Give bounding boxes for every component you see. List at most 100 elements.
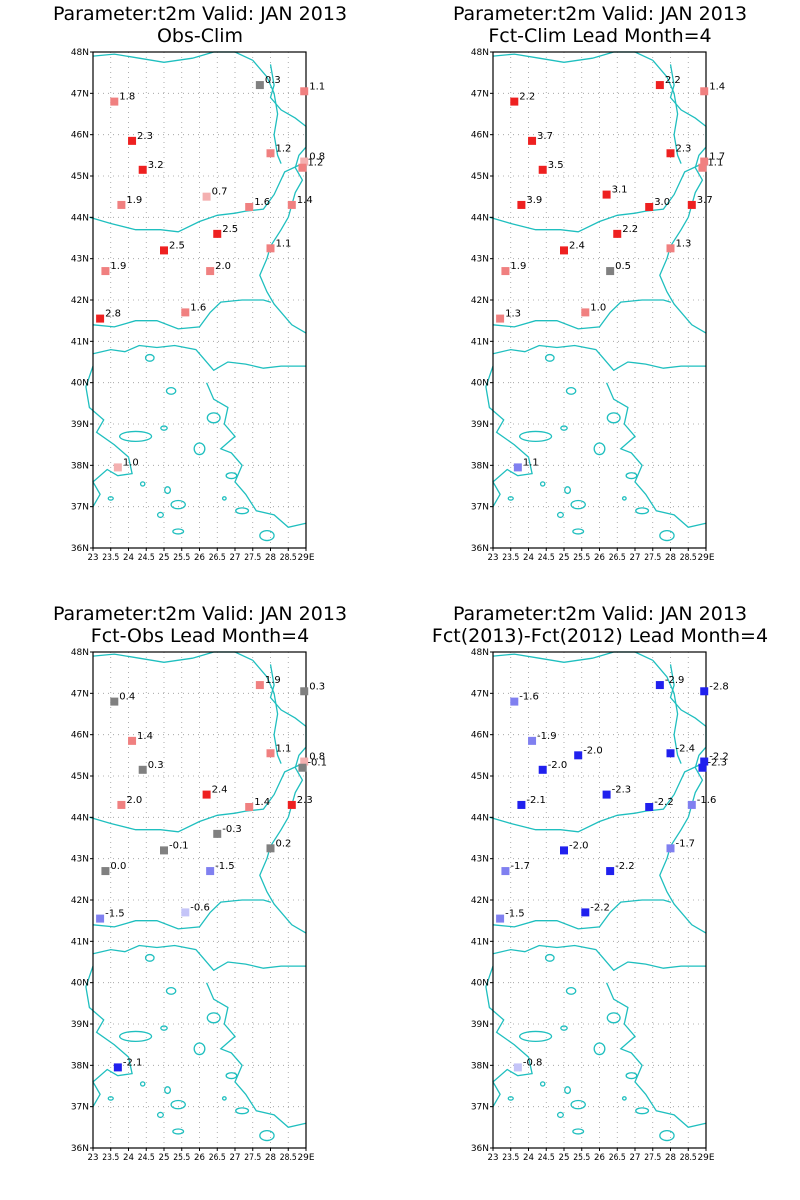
map-figure: Parameter:t2m Valid: JAN 2013 Fct-Clim L… <box>453 3 747 563</box>
coastline <box>206 382 307 529</box>
lon-tick-label: 26 <box>194 1153 205 1163</box>
station-value: 1.4 <box>709 81 725 92</box>
station-value: 0.5 <box>615 261 631 272</box>
lat-tick-label: 42N <box>71 896 89 906</box>
station-marker <box>266 844 275 853</box>
island <box>164 1086 172 1095</box>
lon-tick-label: 25 <box>559 1153 570 1163</box>
map-frame <box>92 51 307 549</box>
lat-tick-label: 48N <box>71 48 89 58</box>
station-marker <box>517 800 526 809</box>
station-marker <box>181 308 190 317</box>
station-value: -1.6 <box>697 795 717 806</box>
lat-tick-label: 36N <box>471 1144 489 1154</box>
map-panel-fct-clim: Parameter:t2m Valid: JAN 2013 Fct-Clim L… <box>400 0 800 600</box>
station-value: 3.7 <box>697 195 713 206</box>
station-marker <box>602 790 611 799</box>
lon-tick-label: 23 <box>488 1153 499 1163</box>
station-marker <box>101 267 110 276</box>
station-value: 2.0 <box>126 795 142 806</box>
map-panel-fct-obs: Parameter:t2m Valid: JAN 2013 Fct-Obs Le… <box>0 600 400 1200</box>
island <box>544 353 555 362</box>
station-value: -2.0 <box>548 760 568 771</box>
island <box>118 430 153 443</box>
lat-tick-label: 42N <box>471 296 489 306</box>
station-value: -1.6 <box>519 692 539 703</box>
station-marker <box>538 765 547 774</box>
station-marker <box>206 867 215 876</box>
island <box>507 496 514 501</box>
station-value: 1.9 <box>126 195 142 206</box>
coastline <box>252 59 282 164</box>
station-marker <box>645 803 654 811</box>
lat-tick-label: 45N <box>471 772 489 782</box>
station-marker <box>606 867 615 876</box>
station-marker <box>113 463 122 472</box>
station-value: -1.5 <box>505 909 525 920</box>
map-panel-obs-clim: Parameter:t2m Valid: JAN 2013 Obs-Clim 3… <box>0 0 400 600</box>
lon-tick-label: 23.5 <box>102 553 119 563</box>
island <box>206 412 221 424</box>
station-marker <box>501 867 510 876</box>
lat-tick-label: 40N <box>471 979 489 989</box>
island <box>565 986 577 995</box>
lat-tick-label: 41N <box>71 937 89 947</box>
station-value: -2.1 <box>123 1057 143 1068</box>
lat-tick-label: 39N <box>471 1020 489 1030</box>
lat-tick-label: 47N <box>471 89 489 99</box>
station-marker <box>287 800 296 809</box>
station-marker <box>266 149 275 158</box>
station-value: 2.3 <box>297 795 313 806</box>
station-value: -1.5 <box>105 909 125 920</box>
island <box>539 481 546 487</box>
station-marker <box>266 244 275 253</box>
island <box>572 1128 585 1135</box>
coastline-layer <box>85 651 307 1142</box>
station-value: 1.6 <box>254 197 270 208</box>
station-value: 1.4 <box>297 195 313 206</box>
island <box>225 472 238 480</box>
island <box>221 496 227 501</box>
station-value: 2.2 <box>665 75 681 86</box>
lat-tick-label: 38N <box>71 461 89 471</box>
lon-tick-label: 24 <box>523 553 534 563</box>
lon-tick-label: 25.5 <box>573 553 590 563</box>
lat-tick-label: 46N <box>71 731 89 741</box>
station-marker <box>110 97 119 106</box>
island <box>572 528 585 535</box>
coastline <box>89 763 303 833</box>
station-value: 2.8 <box>105 309 121 320</box>
lon-tick-label: 24.5 <box>138 553 155 563</box>
lon-tick-label: 24 <box>523 1153 534 1163</box>
lon-tick-label: 24 <box>123 1153 134 1163</box>
station-marker <box>206 267 215 276</box>
station-marker <box>160 246 168 255</box>
station-marker <box>110 697 119 706</box>
island <box>659 1129 675 1142</box>
coastline <box>489 763 703 833</box>
lon-tick-label: 24.5 <box>538 553 555 563</box>
station-marker <box>96 914 105 923</box>
lat-tick-label: 43N <box>71 255 89 265</box>
station-marker <box>213 229 222 238</box>
lon-tick-label: 25.5 <box>573 1153 590 1163</box>
station-marker <box>300 87 309 96</box>
island <box>165 986 177 995</box>
lat-tick-label: 42N <box>471 896 489 906</box>
station-value: -2.2 <box>615 861 635 872</box>
lat-tick-label: 40N <box>471 379 489 389</box>
lat-tick-label: 39N <box>471 420 489 430</box>
lat-tick-label: 36N <box>471 544 489 554</box>
island <box>107 496 114 501</box>
lon-tick-label: 26.5 <box>609 553 626 563</box>
lon-tick-label: 24 <box>123 553 134 563</box>
station-value: -2.1 <box>526 795 546 806</box>
station-marker <box>128 136 137 145</box>
island <box>156 511 164 519</box>
station-marker <box>496 914 505 923</box>
lat-tick-label: 40N <box>71 379 89 389</box>
island <box>556 511 564 519</box>
island <box>107 1096 114 1101</box>
station-marker <box>581 308 590 317</box>
station-value: -0.1 <box>307 758 327 769</box>
